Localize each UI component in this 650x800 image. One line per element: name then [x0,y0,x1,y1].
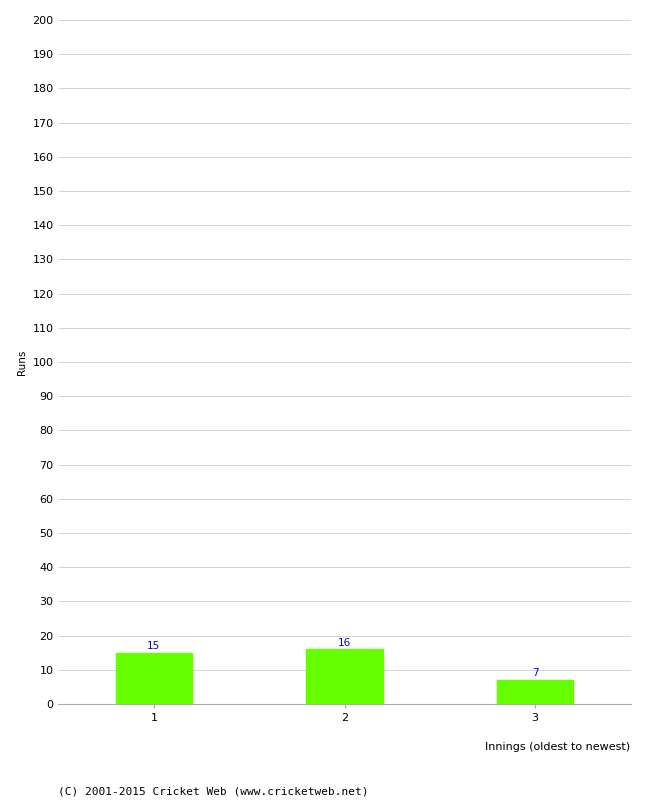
Y-axis label: Runs: Runs [17,350,27,374]
Text: 15: 15 [147,641,161,651]
Text: (C) 2001-2015 Cricket Web (www.cricketweb.net): (C) 2001-2015 Cricket Web (www.cricketwe… [58,786,369,796]
Bar [497,680,573,704]
Bar [306,650,383,704]
Text: Innings (oldest to newest): Innings (oldest to newest) [486,742,630,752]
Bar [116,653,192,704]
Text: 7: 7 [532,668,538,678]
Text: 16: 16 [338,638,351,647]
